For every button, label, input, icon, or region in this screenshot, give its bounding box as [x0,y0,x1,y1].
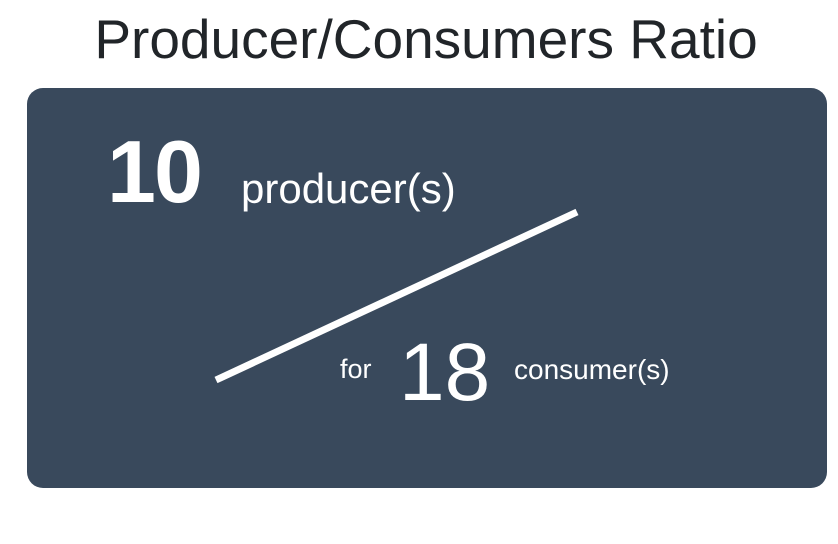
consumer-label: consumer(s) [514,354,670,385]
producer-count: 10 [107,122,203,221]
for-label: for [340,354,372,384]
producer-label: producer(s) [241,165,456,212]
ratio-card: 10 producer(s) for 18 consumer(s) [27,88,827,488]
page-title: Producer/Consumers Ratio [94,8,758,70]
consumer-count: 18 [399,327,491,418]
